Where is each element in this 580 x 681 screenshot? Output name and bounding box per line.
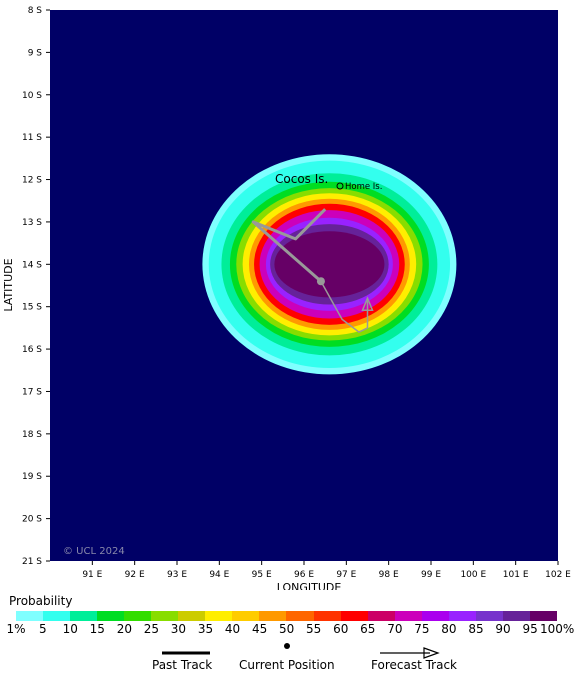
- lat-tick-label: 16 S: [22, 345, 42, 355]
- legend-swatch: [313, 611, 341, 621]
- legend-level-label: 10: [62, 622, 78, 636]
- legend-title: Probability: [9, 594, 73, 608]
- legend-level-label: 25: [143, 622, 160, 636]
- legend-swatch: [124, 611, 152, 621]
- lon-tick-label: 102 E: [545, 570, 571, 580]
- legend-swatch: [529, 611, 557, 621]
- current-position-label: Current Position: [239, 658, 335, 672]
- legend-level-label: 15: [89, 622, 105, 636]
- lat-tick-label: 18 S: [22, 430, 42, 440]
- lat-tick-label: 15 S: [22, 303, 42, 313]
- lon-tick-label: 98 E: [379, 570, 399, 580]
- lat-tick-label: 10 S: [22, 91, 42, 101]
- home-island-marker: [336, 182, 344, 190]
- lon-tick-label: 92 E: [125, 570, 145, 580]
- lat-tick-label: 8 S: [28, 6, 43, 16]
- lon-tick-label: 99 E: [421, 570, 441, 580]
- legend-swatch: [232, 611, 260, 621]
- legend-swatch: [70, 611, 98, 621]
- legend-swatch: [448, 611, 476, 621]
- legend-level-label: 55: [306, 622, 322, 636]
- current-position-marker: [316, 277, 325, 286]
- lon-tick-label: 96 E: [294, 570, 314, 580]
- legend-level-label: 75: [414, 622, 430, 636]
- legend-swatch: [475, 611, 503, 621]
- lat-tick-label: 21 S: [22, 557, 42, 567]
- legend-level-label: 100%: [540, 622, 575, 636]
- legend-color-bar: [16, 611, 557, 621]
- legend-swatch: [367, 611, 395, 621]
- y-axis-title: LATITUDE: [2, 258, 15, 311]
- forecast-arrowhead: [361, 296, 374, 311]
- lat-tick-label: 14 S: [22, 260, 42, 270]
- legend-level-label: 35: [197, 622, 214, 636]
- past-track-icon: [162, 651, 210, 655]
- copyright-text: © UCL 2024: [63, 546, 125, 557]
- cyclone-probability-map: 8 S 9 S 10 S 11 S 12 S 13 S 14 S 15 S 16 S 17 S 18…: [2, 6, 571, 590]
- lat-tick-label: 9 S: [28, 48, 43, 58]
- place-label-cocos: Cocos Is.: [275, 172, 328, 186]
- legend-level-label: 1%: [6, 622, 26, 636]
- legend-swatch: [502, 611, 530, 621]
- legend-level-label: 60: [333, 622, 349, 636]
- legend-level-label: 30: [170, 622, 187, 636]
- lat-tick-label: 13 S: [22, 218, 42, 228]
- probability-contour-95: [274, 231, 385, 298]
- legend-swatch: [151, 611, 179, 621]
- storm-track: [251, 208, 374, 333]
- legend-level-label: 45: [251, 622, 268, 636]
- lat-tick-label: 19 S: [22, 472, 42, 482]
- lon-tick-label: 93 E: [167, 570, 187, 580]
- current-position-icon: [284, 643, 290, 649]
- legend-level-label: 5: [39, 622, 47, 636]
- forecast-track-line: [320, 280, 369, 333]
- legend-level-label: 40: [224, 622, 241, 636]
- lon-tick-label: 95 E: [252, 570, 272, 580]
- legend-swatch: [205, 611, 233, 621]
- legend-swatch: [394, 611, 422, 621]
- legend-level-label: 80: [441, 622, 457, 636]
- lon-tick-label: 91 E: [82, 570, 102, 580]
- past-track-line: [251, 208, 327, 283]
- legend-swatch: [178, 611, 206, 621]
- legend-level-label: 90: [495, 622, 511, 636]
- place-label-home: Home Is.: [345, 182, 382, 192]
- legend-swatch: [421, 611, 449, 621]
- lon-tick-label: 94 E: [209, 570, 229, 580]
- legend-swatch: [43, 611, 71, 621]
- probability-field: [202, 154, 457, 375]
- lat-tick-label: 20 S: [22, 515, 42, 525]
- legend-swatch: [259, 611, 287, 621]
- legend-level-label: 70: [387, 622, 403, 636]
- legend-swatch: [16, 611, 44, 621]
- forecast-track-label: Forecast Track: [371, 658, 457, 672]
- lon-tick-label: 101 E: [503, 570, 529, 580]
- lon-tick-label: 97 E: [336, 570, 356, 580]
- forecast-track-arrow-icon: [380, 647, 440, 659]
- lat-tick-label: 12 S: [22, 176, 42, 186]
- legend-level-label: 65: [360, 622, 376, 636]
- legend-swatch: [286, 611, 314, 621]
- lon-tick-label: 100 E: [460, 570, 486, 580]
- legend-level-label: 20: [116, 622, 132, 636]
- legend-swatch: [97, 611, 125, 621]
- legend-level-label: 85: [468, 622, 484, 636]
- x-axis-title: LONGITUDE: [277, 581, 342, 590]
- legend-level-label: 50: [279, 622, 295, 636]
- legend-swatch: [340, 611, 368, 621]
- map-axes: 8 S 9 S 10 S 11 S 12 S 13 S 14 S 15 S 16 S 17 S 18…: [22, 6, 571, 580]
- lat-tick-label: 11 S: [22, 133, 42, 143]
- legend-level-label: 95: [522, 622, 538, 636]
- lat-tick-label: 17 S: [22, 387, 42, 397]
- past-track-label: Past Track: [152, 658, 213, 672]
